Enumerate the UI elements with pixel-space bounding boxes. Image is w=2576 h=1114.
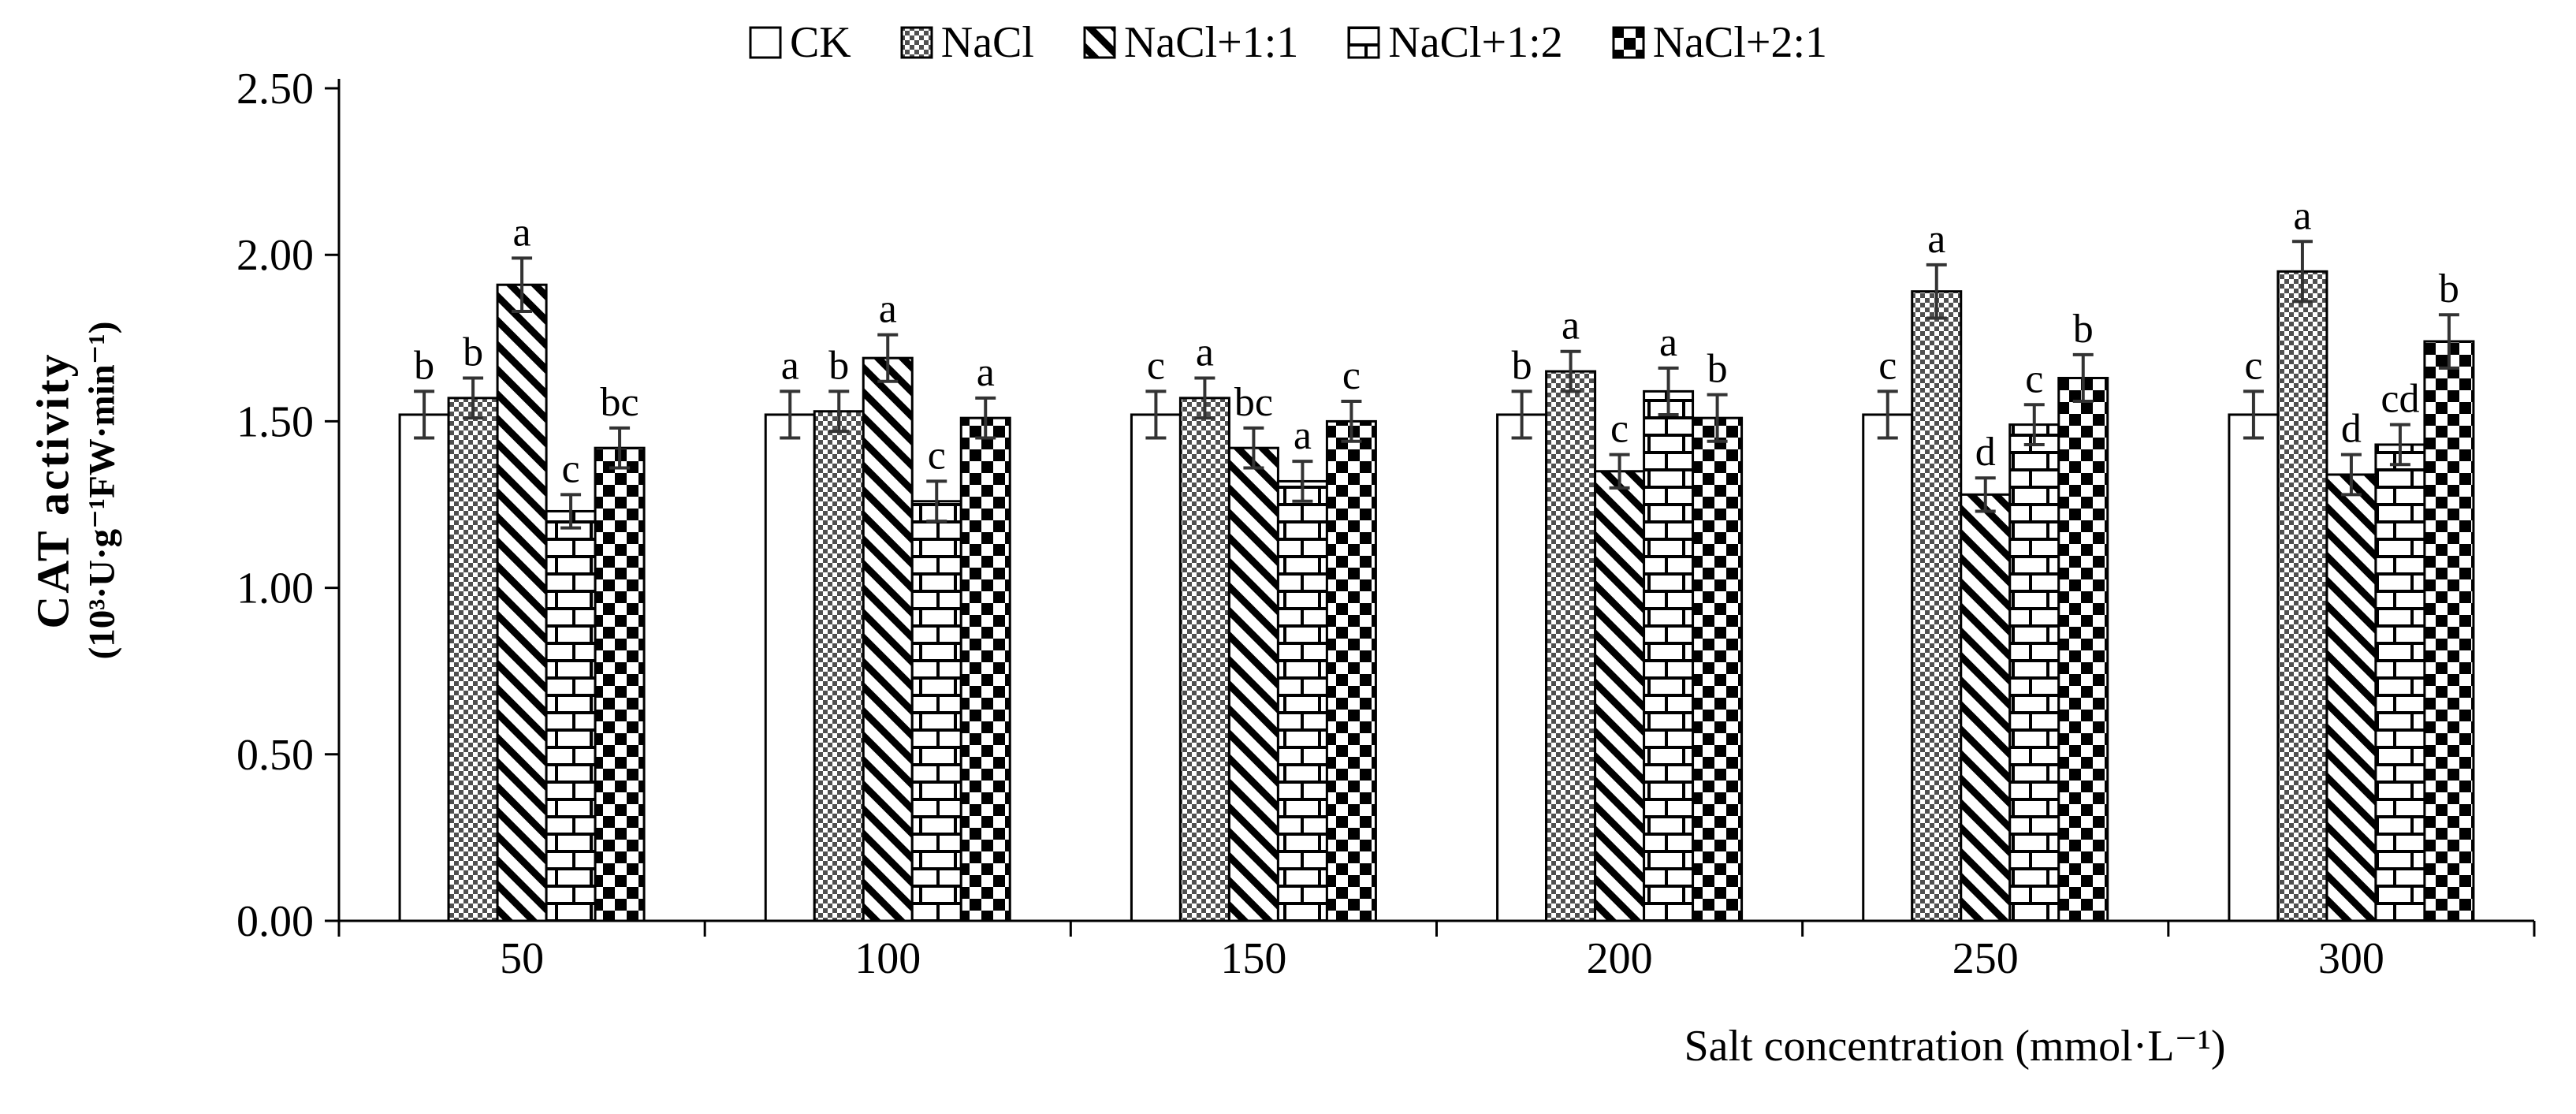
significance-letter: b [828,343,849,388]
legend-swatch-fine-checker-icon [900,26,933,59]
bar-NaCl+1:1-50 [496,283,548,922]
significance-letter: cd [2381,377,2419,422]
significance-letter: b [1707,347,1728,392]
bar-NaCl+2:1-100 [959,416,1011,922]
bar-NaCl-300 [2276,270,2328,922]
bar-CK-150 [1130,413,1182,922]
legend-swatch-rect [1347,26,1380,59]
legend-item-NaCl+2:1: NaCl+2:1 [1612,20,1827,65]
bar-NaCl+2:1-300 [2423,340,2475,922]
significance-letter: a [1562,304,1580,348]
bar-CK-100 [764,413,816,922]
y-axis-title-text: CAT activity [27,352,79,629]
legend-swatch-rect [900,26,933,59]
significance-letter: c [2025,356,2043,401]
x-axis-title: Salt concentration (mmol·L⁻¹) [1684,1022,2226,1071]
significance-letter: a [879,287,897,332]
bar-CK-200 [1496,413,1548,922]
significance-letter: a [781,343,799,388]
significance-letter: b [1512,343,1532,388]
significance-letter: bc [1234,380,1273,425]
y-tick-label: 1.50 [236,397,314,446]
legend-label: NaCl [940,18,1034,67]
legend-swatch-diagonal-icon [1083,26,1116,59]
bar-CK-50 [398,413,450,922]
significance-letter: b [2439,266,2459,311]
legend-item-CK: CK [749,20,851,65]
significance-letter: a [977,350,995,395]
bar-NaCl-150 [1178,397,1230,922]
significance-letter: a [1294,413,1312,458]
y-tick-label: 1.00 [236,564,314,613]
legend-swatch-plain-icon [749,26,782,59]
bar-NaCl+2:1-200 [1692,416,1744,922]
significance-letter: d [2341,407,2362,452]
significance-letter: c [1342,353,1361,398]
bar-NaCl+1:1-250 [1960,493,2012,922]
significance-letter: c [562,446,580,491]
bar-NaCl+2:1-50 [594,446,646,922]
significance-letter: c [1610,407,1629,452]
bar-NaCl-200 [1545,370,1597,922]
bar-NaCl+1:1-100 [862,356,914,922]
significance-letter: a [1927,217,1945,262]
legend-item-NaCl: NaCl [900,20,1034,65]
significance-letter: a [2293,193,2311,238]
bar-NaCl+2:1-250 [2057,376,2109,922]
significance-letter: a [1196,330,1214,374]
legend-label: NaCl+1:1 [1123,18,1299,67]
legend-swatch-brick-icon [1347,26,1380,59]
x-tick-label: 300 [2318,934,2384,983]
bar-NaCl+1:1-200 [1594,470,1646,922]
legend-label: NaCl+2:1 [1652,18,1828,67]
bar-NaCl+1:2-200 [1643,389,1695,922]
bar-NaCl+1:1-150 [1227,446,1279,922]
bar-NaCl+1:2-100 [910,500,962,922]
y-tick-label: 0.00 [236,897,314,946]
bar-CK-300 [2228,413,2280,922]
significance-letter: a [513,210,531,255]
x-tick-label: 150 [1220,934,1286,983]
significance-letter: a [1659,320,1677,365]
legend-swatch-rect [1083,26,1116,59]
bar-NaCl+1:2-150 [1276,479,1328,922]
significance-letter: c [928,433,946,478]
significance-letter: c [1147,343,1165,388]
legend-swatch-checkerboard-icon [1612,26,1645,59]
bar-NaCl+1:1-300 [2325,473,2377,922]
x-tick-label: 250 [1952,934,2019,983]
x-tick-label: 50 [500,934,544,983]
bar-NaCl+1:2-300 [2374,443,2426,922]
bar-NaCl+1:2-250 [2008,423,2060,922]
legend-item-NaCl+1:1: NaCl+1:1 [1083,20,1298,65]
legend-item-NaCl+1:2: NaCl+1:2 [1347,18,1563,67]
bar-NaCl-100 [813,410,865,922]
bar-CK-250 [1862,413,1914,922]
y-tick-label: 2.00 [236,231,314,280]
significance-letter: bc [601,380,639,425]
significance-letter: d [1975,430,1996,475]
y-tick-label: 2.50 [236,65,314,114]
bar-NaCl-50 [447,397,499,922]
x-tick-label: 100 [854,934,921,983]
significance-letter: b [2073,307,2094,352]
legend-label: NaCl+1:2 [1388,18,1563,67]
legend-swatch-rect [749,26,782,59]
y-tick-label: 0.50 [236,731,314,780]
significance-letter: b [414,343,434,388]
bar-NaCl+2:1-150 [1325,419,1377,922]
significance-letter: c [1878,343,1897,388]
y-axis-title-units: (10³·U·g⁻¹FW·min⁻¹) [81,321,123,660]
legend-swatch-rect [1612,26,1645,59]
x-tick-label: 200 [1587,934,1653,983]
significance-letter: b [463,330,483,374]
chart-legend: CK NaCl NaCl+1:1 NaCl+1:2 NaCl+2:1 [0,20,2576,65]
significance-letter: c [2244,343,2262,388]
legend-label: CK [789,18,851,67]
y-axis-title: CAT activity (10³·U·g⁻¹FW·min⁻¹) [27,322,124,660]
bar-NaCl-250 [1911,290,1963,922]
bar-NaCl+1:2-50 [545,509,597,922]
